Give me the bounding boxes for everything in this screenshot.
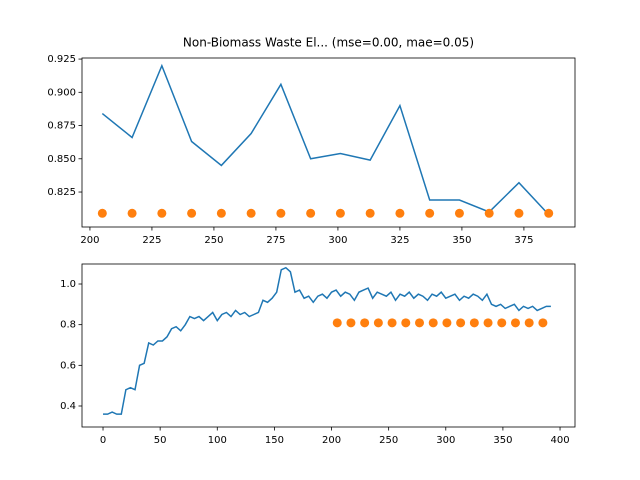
- scatter-point: [497, 318, 507, 328]
- scatter-point: [276, 208, 286, 218]
- scatter-point: [373, 318, 383, 328]
- x-tick-label: 225: [142, 235, 161, 246]
- scatter-point: [401, 318, 411, 328]
- scatter-point: [306, 208, 316, 218]
- scatter-point: [97, 208, 107, 218]
- x-tick-label: 150: [265, 435, 284, 446]
- x-tick-label: 325: [390, 235, 409, 246]
- x-tick-label: 300: [436, 435, 455, 446]
- scatter-point: [365, 208, 375, 218]
- y-tick-label: 0.6: [60, 360, 76, 371]
- x-tick-label: 375: [514, 235, 533, 246]
- y-tick-label: 0.825: [47, 187, 76, 198]
- scatter-point: [510, 318, 520, 328]
- y-tick-label: 0.925: [47, 54, 76, 65]
- scatter-point: [187, 208, 197, 218]
- scatter-point: [127, 208, 137, 218]
- scatter-point: [454, 208, 464, 218]
- axes-frame: [81, 263, 576, 428]
- scatter-point: [442, 318, 452, 328]
- scatter-point: [332, 318, 342, 328]
- y-tick-label: 0.8: [60, 320, 76, 331]
- x-tick-label: 200: [80, 235, 99, 246]
- scatter-point: [544, 208, 554, 218]
- scatter-point: [246, 208, 256, 218]
- axes-frame: [81, 57, 576, 228]
- scatter-point: [484, 208, 494, 218]
- scatter-point: [538, 318, 548, 328]
- series-line: [101, 63, 550, 216]
- x-tick-label: 50: [154, 435, 167, 446]
- x-tick-label: 275: [266, 235, 285, 246]
- y-tick-label: 0.875: [47, 121, 76, 132]
- series-line: [103, 266, 551, 415]
- x-tick-label: 250: [379, 435, 398, 446]
- scatter-point: [346, 318, 356, 328]
- x-tick-label: 400: [550, 435, 569, 446]
- y-tick-label: 0.900: [47, 87, 76, 98]
- scatter-point: [415, 318, 425, 328]
- scatter-point: [456, 318, 466, 328]
- scatter-point: [395, 208, 405, 218]
- scatter-point: [483, 318, 493, 328]
- scatter-point: [469, 318, 479, 328]
- scatter-point: [524, 318, 534, 328]
- scatter-point: [216, 208, 226, 218]
- scatter-point: [360, 318, 370, 328]
- x-tick-label: 350: [452, 235, 471, 246]
- scatter-point: [157, 208, 167, 218]
- y-tick-label: 0.850: [47, 154, 76, 165]
- x-tick-label: 250: [204, 235, 223, 246]
- x-tick-label: 350: [493, 435, 512, 446]
- x-tick-label: 0: [100, 435, 106, 446]
- chart-title: Non-Biomass Waste El... (mse=0.00, mae=0…: [183, 36, 474, 50]
- x-tick-label: 200: [322, 435, 341, 446]
- y-tick-label: 1.0: [60, 279, 76, 290]
- x-tick-label: 300: [328, 235, 347, 246]
- scatter-point: [428, 318, 438, 328]
- scatter-point: [387, 318, 397, 328]
- scatter-point: [335, 208, 345, 218]
- x-tick-label: 100: [208, 435, 227, 446]
- scatter-point: [425, 208, 435, 218]
- y-tick-label: 0.4: [60, 401, 76, 412]
- scatter-point: [514, 208, 524, 218]
